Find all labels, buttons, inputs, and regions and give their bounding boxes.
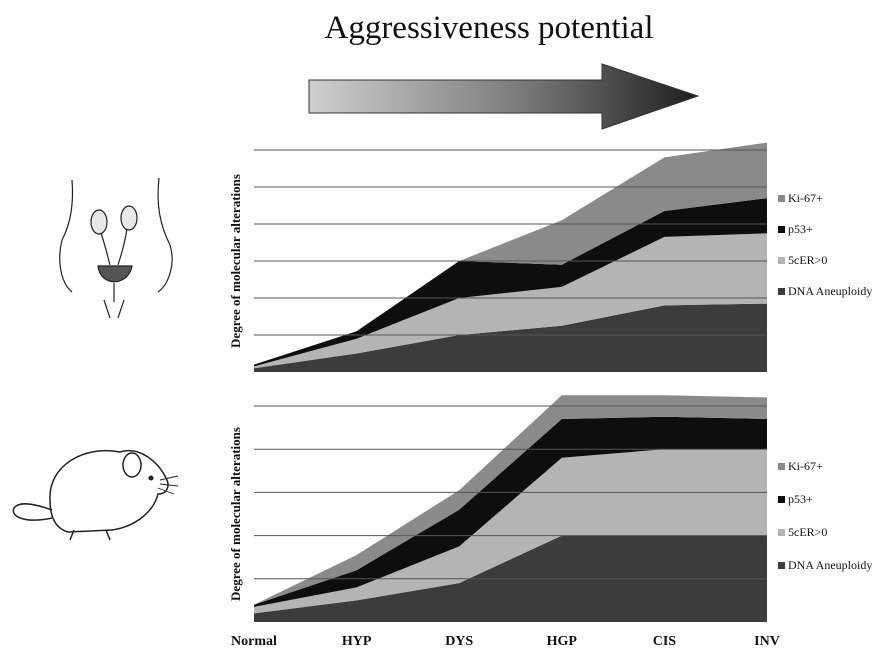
- area-p53-: [254, 198, 767, 367]
- legend-swatch: [778, 257, 785, 264]
- figure-title: Aggressiveness potential: [324, 10, 654, 46]
- area-ki-67-: [254, 395, 767, 605]
- legend-label: 5cER>0: [788, 525, 827, 539]
- legend-swatch: [778, 463, 785, 470]
- area-p53-: [254, 416, 767, 607]
- legend-swatch: [778, 496, 785, 503]
- progress-arrow-icon: [308, 63, 700, 130]
- x-tick-label: DYS: [445, 634, 473, 649]
- legend-swatch: [778, 288, 785, 295]
- legend-swatch: [778, 226, 785, 233]
- area-5cer-0: [254, 449, 767, 614]
- legend-label: DNA Aneuploidy: [788, 284, 872, 298]
- legend-label: DNA Aneuploidy: [788, 558, 872, 572]
- legend-label: Ki-67+: [788, 191, 823, 205]
- y-axis-label: Degree of molecular alterations: [228, 427, 243, 601]
- x-tick-label: INV: [754, 634, 780, 649]
- chart-panel-1: Degree of molecular alterations Ki-67+ p53…: [228, 142, 872, 372]
- x-tick-label: HGP: [547, 634, 578, 649]
- x-tick-label: Normal: [231, 634, 277, 649]
- chart-panel-2: Degree of molecular alterations Ki-67+ p53…: [228, 395, 872, 622]
- area-dna-aneuploidy: [254, 303, 767, 372]
- legend-label: p53+: [788, 222, 813, 236]
- legend-swatch: [778, 529, 785, 536]
- x-tick-label: HYP: [342, 634, 372, 649]
- mouse-icon: [12, 449, 179, 541]
- legend-label: 5cER>0: [788, 253, 827, 267]
- x-tick-label: CIS: [653, 634, 677, 649]
- urinary-system-icon: [59, 177, 173, 319]
- area-ki-67-: [254, 142, 767, 365]
- legend-label: Ki-67+: [788, 459, 823, 473]
- y-axis-label: Degree of molecular alterations: [228, 174, 243, 348]
- legend-swatch: [778, 195, 785, 202]
- legend-swatch: [778, 562, 785, 569]
- legend-label: p53+: [788, 492, 813, 506]
